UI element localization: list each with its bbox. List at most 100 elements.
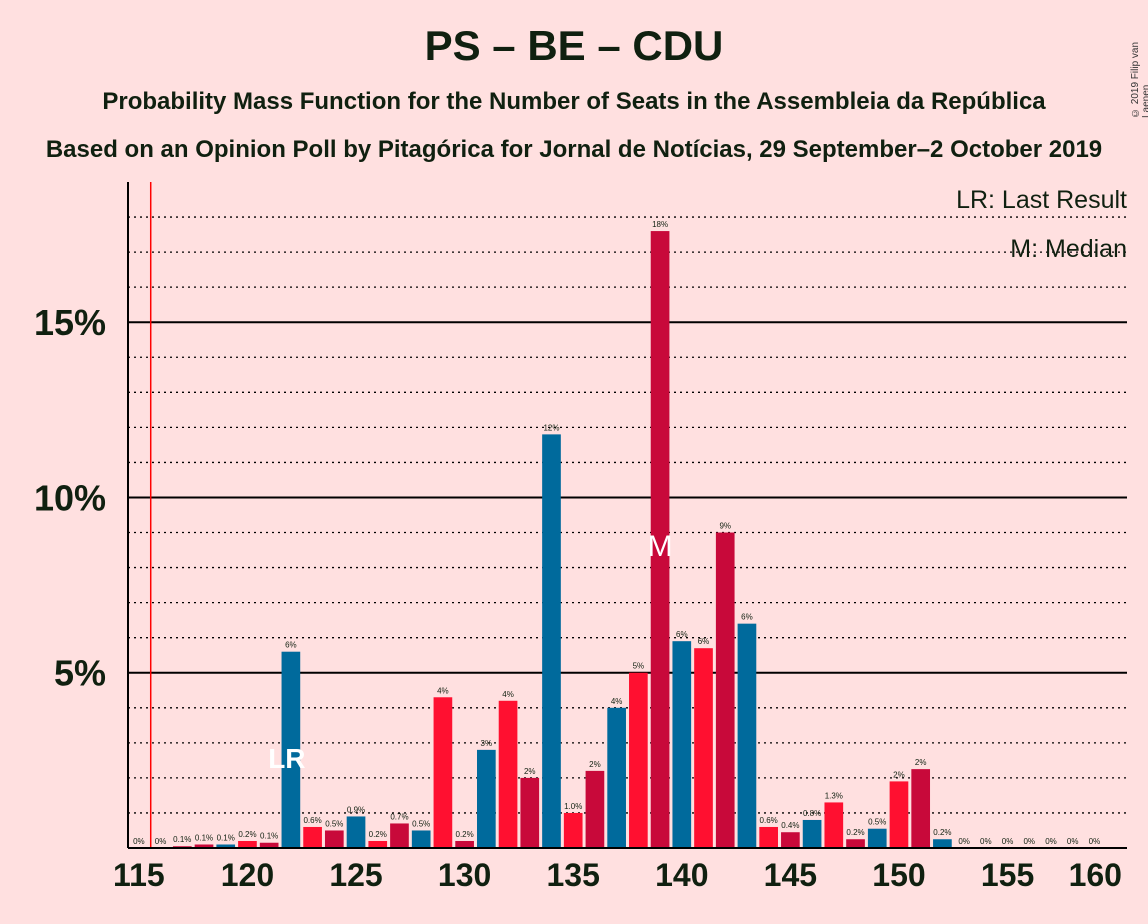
bar-seat-151 — [889, 781, 909, 848]
bar-seat-142 — [694, 648, 713, 848]
data-label-seat-146: 0.4% — [781, 821, 799, 830]
bar-seat-135 — [542, 434, 561, 848]
bar-seat-129 — [411, 830, 431, 848]
bar-seat-153 — [933, 839, 952, 848]
x-tick-label: 125 — [329, 857, 382, 893]
data-label-seat-158: 0% — [1045, 837, 1057, 846]
data-label-seat-118: 0.1% — [173, 835, 191, 844]
data-label-seat-137: 2% — [589, 760, 601, 769]
data-label-seat-121: 0.2% — [238, 830, 256, 839]
bar-seat-149 — [846, 839, 865, 848]
data-label-seat-136: 1.0% — [564, 802, 582, 811]
bar-seat-152 — [911, 769, 931, 848]
chart-title: PS – BE – CDU — [424, 22, 724, 69]
bar-seat-148 — [824, 802, 844, 848]
data-label-seat-120: 0.1% — [217, 833, 235, 842]
bar-seat-121 — [238, 840, 257, 848]
x-tick-label: 145 — [764, 857, 817, 893]
bar-seat-147 — [802, 819, 822, 848]
data-label-seat-149: 0.2% — [846, 828, 864, 837]
bar-seat-137 — [585, 770, 605, 848]
data-label-seat-127: 0.2% — [369, 830, 387, 839]
data-label-seat-124: 0.6% — [303, 816, 321, 825]
legend-median: M: Median — [1010, 235, 1127, 263]
data-label-seat-135: 12% — [543, 423, 559, 432]
data-label-seat-116: 0% — [133, 837, 145, 846]
data-label-seat-128: 0.7% — [390, 812, 408, 821]
data-label-seat-131: 0.2% — [456, 830, 474, 839]
data-label-seat-157: 0% — [1023, 837, 1035, 846]
bar-series — [172, 231, 952, 849]
chart-source-line: Based on an Opinion Poll by Pitagórica f… — [45, 136, 1103, 163]
data-label-seat-139: 5% — [633, 662, 645, 671]
bar-seat-123 — [281, 651, 301, 848]
x-tick-label: 130 — [438, 857, 491, 893]
data-label-seat-129: 0.5% — [412, 819, 430, 828]
bar-seat-124 — [303, 826, 322, 848]
bar-seat-141 — [672, 641, 692, 848]
data-label-seat-143: 9% — [719, 522, 731, 531]
x-tick-label: 160 — [1069, 857, 1122, 893]
data-label-seat-117: 0% — [155, 837, 167, 846]
median-marker: M — [648, 530, 673, 563]
data-label-seat-142: 6% — [698, 637, 710, 646]
bar-seat-132 — [476, 749, 496, 848]
bar-seat-136 — [563, 812, 583, 848]
x-tick-label: 120 — [221, 857, 274, 893]
data-label-seat-123: 6% — [285, 641, 297, 650]
data-label-seat-155: 0% — [980, 837, 992, 846]
y-tick-label: 5% — [54, 653, 106, 694]
data-label-seat-132: 3% — [481, 739, 493, 748]
data-label-seat-140: 18% — [652, 220, 668, 229]
bar-seat-139 — [629, 672, 648, 848]
data-label-seat-153: 0.2% — [933, 828, 951, 837]
bar-seat-127 — [368, 840, 388, 848]
data-label-seat-151: 2% — [893, 770, 905, 779]
x-tick-label: 140 — [655, 857, 708, 893]
legend: LR: Last Result M: Median — [956, 186, 1127, 263]
grid-lines — [128, 216, 1127, 814]
data-label-seat-141: 6% — [676, 630, 688, 639]
data-label-seat-148: 1.3% — [825, 791, 843, 800]
data-label-seat-133: 4% — [502, 690, 514, 699]
bar-seat-143 — [715, 532, 735, 848]
x-tick-label: 115 — [113, 857, 165, 893]
bar-seat-150 — [867, 828, 887, 848]
data-labels: 0% 0% 0.1% 0.1% 0.1% 0.2% 0.1%6%0.6% 0.5%0.9%0.… — [133, 220, 1100, 846]
axes: 5% 10% 15% 115 120 125 130 135 140 145 150 155 160 — [34, 182, 1127, 893]
bar-seat-145 — [759, 826, 779, 848]
data-label-seat-147: 0.8% — [803, 809, 821, 818]
bar-seat-131 — [455, 840, 474, 848]
data-label-seat-125: 0.5% — [325, 819, 343, 828]
data-label-seat-159: 0% — [1067, 837, 1079, 846]
legend-last-result: LR: Last Result — [956, 186, 1127, 214]
bar-seat-133 — [498, 700, 518, 848]
data-label-seat-154: 0% — [958, 837, 970, 846]
data-label-seat-156: 0% — [1002, 837, 1014, 846]
bar-seat-140 — [650, 231, 670, 849]
data-label-seat-145: 0.6% — [760, 816, 778, 825]
data-label-seat-144: 6% — [741, 613, 753, 622]
data-label-seat-130: 4% — [437, 686, 449, 695]
bar-seat-146 — [781, 832, 800, 848]
x-tick-label: 155 — [981, 857, 1034, 893]
bar-seat-138 — [607, 707, 626, 848]
bar-seat-122 — [259, 842, 279, 848]
y-tick-label: 15% — [34, 302, 106, 343]
x-tick-label: 150 — [872, 857, 925, 893]
data-label-seat-138: 4% — [611, 697, 623, 706]
bar-seat-120 — [216, 844, 236, 848]
bar-seat-126 — [346, 816, 366, 848]
data-label-seat-126: 0.9% — [347, 805, 365, 814]
y-tick-label: 10% — [34, 477, 106, 518]
data-label-seat-150: 0.5% — [868, 818, 886, 827]
bar-seat-125 — [324, 830, 344, 848]
bar-seat-128 — [390, 823, 409, 848]
data-label-seat-160: 0% — [1089, 837, 1101, 846]
data-label-seat-134: 2% — [524, 767, 536, 776]
bar-seat-144 — [737, 623, 757, 848]
data-label-seat-119: 0.1% — [195, 833, 213, 842]
last-result-marker: LR — [268, 743, 305, 774]
bar-seat-130 — [433, 697, 453, 848]
